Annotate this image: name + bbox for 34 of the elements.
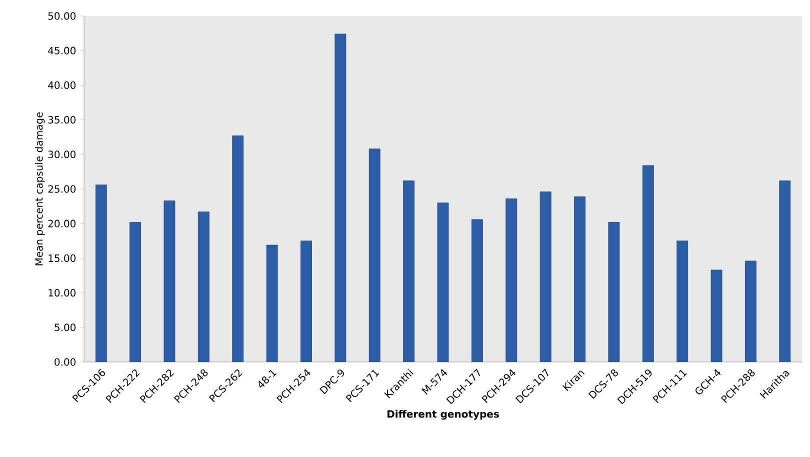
bar [266, 244, 278, 362]
y-tick-label: 10.00 [48, 288, 76, 297]
bar [95, 184, 107, 362]
x-axis-title: Different genotypes [388, 410, 499, 420]
y-tick-label: 25.00 [48, 185, 76, 193]
bar [198, 212, 210, 362]
y-tick-label: 50.00 [48, 12, 76, 20]
bar [437, 202, 449, 362]
bar [540, 192, 552, 362]
bar [506, 198, 518, 362]
y-tick-label: 0.00 [54, 358, 76, 366]
bar [232, 136, 244, 362]
y-tick-label: 30.00 [48, 150, 76, 158]
bar [130, 222, 141, 362]
bar [779, 180, 791, 362]
bar [676, 240, 688, 362]
bar [608, 222, 620, 362]
bar [574, 196, 586, 362]
y-tick-label: 35.00 [48, 116, 76, 124]
y-tick-label: 40.00 [48, 81, 76, 89]
bar [300, 240, 312, 362]
bar [164, 200, 176, 362]
bar [745, 260, 756, 362]
bar [471, 219, 483, 362]
bar [368, 148, 380, 362]
bar [642, 165, 654, 362]
bar [403, 180, 415, 362]
bar [334, 34, 346, 362]
y-tick-label: 5.00 [54, 324, 76, 332]
y-tick-label: 15.00 [48, 254, 76, 262]
y-tick-label: 20.00 [48, 220, 76, 228]
bar [710, 270, 722, 362]
y-tick-label: 45.00 [48, 46, 76, 54]
y-axis-title: Mean percent capsule damage [35, 112, 45, 266]
